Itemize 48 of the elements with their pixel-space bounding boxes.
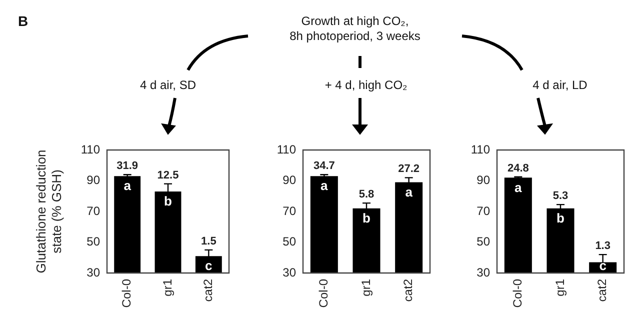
annotation: 5.8 [358, 188, 374, 201]
y-tick-label: 50 [476, 234, 490, 249]
x-tick-label: cat2 [401, 278, 416, 302]
y-tick-label: 90 [86, 173, 100, 188]
chart-title: 4 d air, LD [532, 78, 588, 92]
annotation: 5.3 [552, 190, 568, 202]
annotation: 1.5 [201, 235, 216, 248]
annotation: 12.5 [157, 169, 179, 182]
y-tick-label: 110 [276, 142, 296, 156]
x-tick-label: cat2 [595, 278, 610, 302]
y-tick-label: 90 [282, 173, 296, 188]
y-tick-label: 30 [282, 265, 296, 280]
y-tick-label: 110 [470, 142, 490, 156]
x-tick-label: cat2 [200, 278, 215, 302]
y-tick-label: 30 [476, 265, 490, 280]
y-axis-title: Glutathione reduction state (% GSH) [33, 150, 64, 274]
annotation: a [320, 178, 329, 194]
text: B [18, 13, 28, 29]
y-tick-label: 50 [86, 234, 100, 249]
annotation: b [556, 210, 565, 226]
y-tick-label: 70 [282, 204, 296, 218]
annotation: a [124, 178, 132, 194]
x-tick-label: gr1 [160, 278, 174, 296]
annotation: a [405, 184, 414, 200]
x-tick-label: Col-0 [120, 278, 134, 308]
annotation: 27.2 [398, 163, 420, 176]
annotation: c [599, 258, 606, 274]
annotation: 1.3 [595, 240, 610, 252]
annotation: b [362, 210, 371, 226]
x-tick-label: Col-0 [510, 278, 524, 308]
y-tick-label: 50 [282, 234, 296, 249]
annotation: 24.8 [507, 162, 529, 174]
annotation: c [205, 258, 212, 274]
annotation: a [514, 180, 523, 195]
x-tick-label: gr1 [552, 278, 567, 296]
y-tick-label: 70 [476, 204, 490, 218]
annotation: b [164, 194, 172, 209]
annotation: 34.7 [313, 160, 335, 172]
y-tick-label: 30 [86, 265, 100, 280]
chart-title: + 4 d, high CO₂ [324, 78, 408, 92]
y-tick-label: 110 [80, 142, 100, 156]
text: Growth at high CO₂, 8h photoperiod, 3 weeks [290, 14, 420, 44]
annotation: 31.9 [116, 160, 138, 172]
y-tick-label: 90 [476, 173, 490, 188]
chart-title: 4 d air, SD [140, 78, 196, 92]
y-tick-label: 70 [86, 204, 100, 218]
x-tick-label: Col-0 [316, 278, 330, 308]
x-tick-label: gr1 [358, 278, 373, 296]
